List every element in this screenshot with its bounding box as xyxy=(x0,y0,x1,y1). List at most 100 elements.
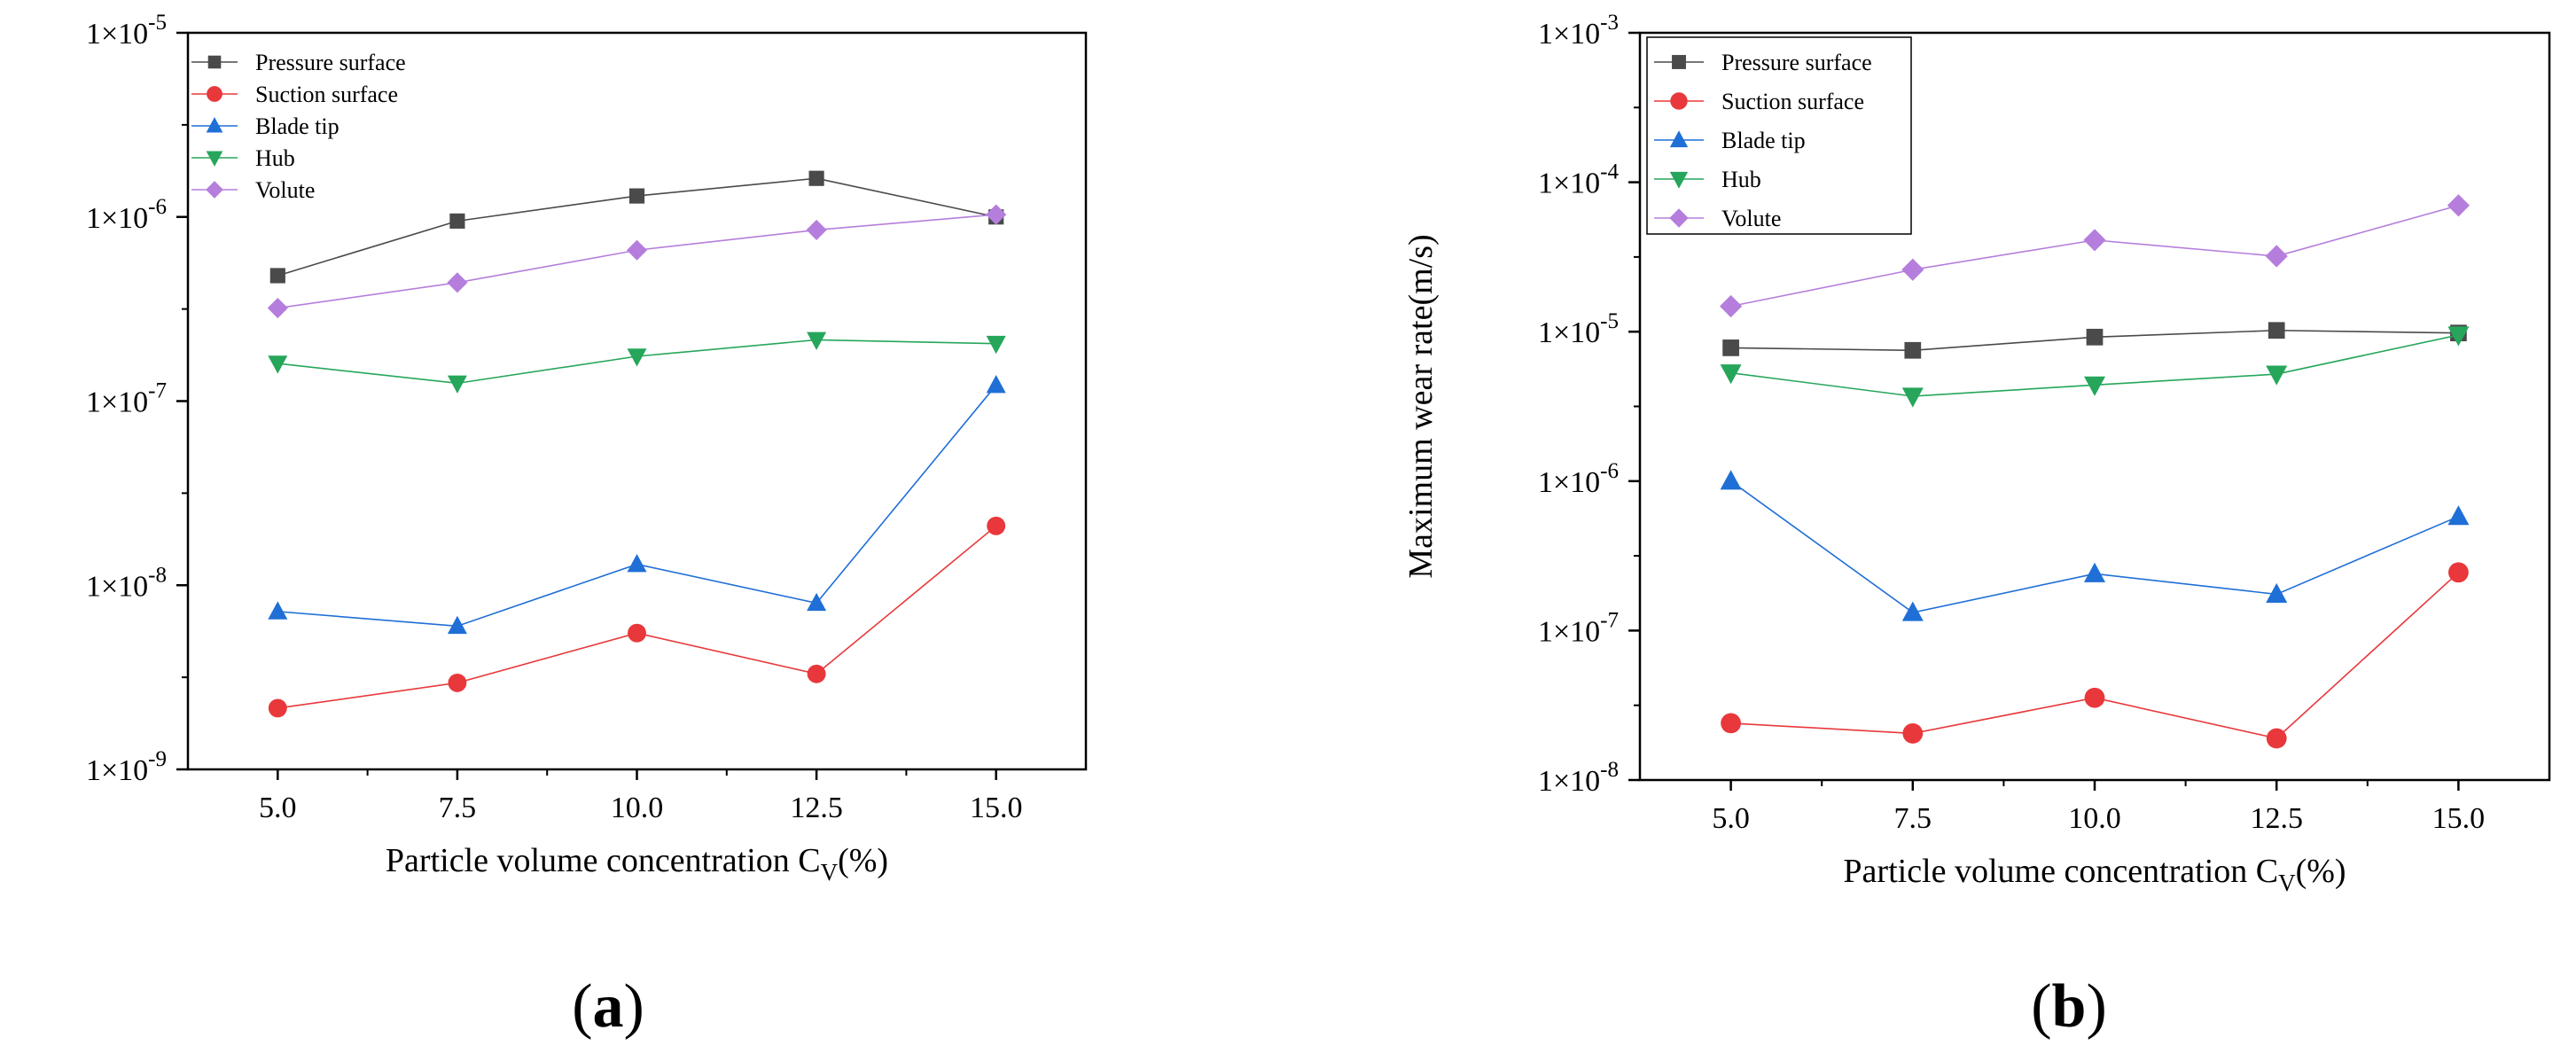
series-suction-surface xyxy=(1721,562,2469,749)
panel-label-open: ( xyxy=(2031,972,2051,1041)
legend: Pressure surface Suction surface Blade tip… xyxy=(191,50,406,203)
y-tick-label: 1×10-5 xyxy=(86,11,167,51)
data-point-suction-surface xyxy=(987,516,1006,535)
legend-box xyxy=(1646,36,1912,235)
panel-label-open: ( xyxy=(572,972,592,1041)
legend-item: Pressure surface xyxy=(1654,50,1872,75)
data-point-blade-tip xyxy=(1901,601,1924,621)
y-tick-mantissa: 1×10 xyxy=(1538,18,1600,51)
data-point-pressure-surface xyxy=(449,213,465,229)
data-point-suction-surface xyxy=(448,673,467,692)
y-tick-exponent: -5 xyxy=(148,11,167,35)
data-point-hub xyxy=(627,348,647,367)
x-tick-label: 5.0 xyxy=(1712,802,1750,835)
x-axis-title: Particle volume concentration CV(%) xyxy=(386,842,888,885)
legend-item: Suction surface xyxy=(1654,89,1864,114)
data-point-volute xyxy=(1720,294,1743,318)
y-tick-mantissa: 1×10 xyxy=(86,386,148,419)
y-tick-label: 1×10-6 xyxy=(1538,459,1619,499)
series-blade-tip xyxy=(1720,470,2470,621)
data-point-pressure-surface xyxy=(1904,341,1922,359)
legend-marker-pressure-surface xyxy=(207,55,222,69)
data-point-blade-tip xyxy=(2084,562,2105,582)
plot-frame xyxy=(186,31,1088,771)
data-point-hub xyxy=(986,335,1006,355)
legend-label: Suction surface xyxy=(255,82,398,107)
data-point-hub xyxy=(807,332,827,350)
data-point-pressure-surface xyxy=(628,188,645,204)
y-tick-mantissa: 1×10 xyxy=(86,202,148,235)
legend: Pressure surface Suction surface Blade tip… xyxy=(1646,36,1912,235)
data-point-hub xyxy=(447,375,467,394)
y-tick-label: 1×10-7 xyxy=(1538,608,1619,648)
legend-item: Suction surface xyxy=(191,82,398,107)
legend-item: Volute xyxy=(1654,206,1781,231)
y-tick-label: 1×10-8 xyxy=(1538,758,1619,798)
series-line-suction-surface xyxy=(1730,572,2459,739)
x-tick-label: 12.5 xyxy=(2250,802,2303,835)
data-point-pressure-surface xyxy=(2086,328,2104,346)
legend-label: Pressure surface xyxy=(255,50,406,75)
data-point-pressure-surface xyxy=(808,170,824,186)
y-tick-mantissa: 1×10 xyxy=(86,18,148,51)
series-line-blade-tip xyxy=(1730,480,2459,613)
x-axis-title-tail: (%) xyxy=(2296,853,2346,890)
y-tick-label: 1×10-3 xyxy=(1538,11,1619,51)
x-tick-label: 15.0 xyxy=(2432,802,2486,835)
legend-label: Hub xyxy=(1721,167,1761,192)
legend-marker-blade-tip xyxy=(206,117,223,133)
data-point-pressure-surface xyxy=(1722,339,1739,356)
data-point-suction-surface xyxy=(1721,713,1741,734)
data-point-blade-tip xyxy=(807,592,827,612)
data-point-volute xyxy=(626,239,648,261)
legend-label: Suction surface xyxy=(1721,89,1864,114)
legend-label: Blade tip xyxy=(255,113,340,139)
legend-marker-suction-surface xyxy=(207,86,222,102)
data-point-hub xyxy=(268,355,288,374)
y-tick-exponent: -8 xyxy=(148,563,167,587)
data-point-hub xyxy=(2447,326,2470,347)
data-point-suction-surface xyxy=(2266,728,2287,749)
panel-label: (b) xyxy=(2031,972,2107,1041)
data-point-blade-tip xyxy=(986,375,1006,394)
panel-label-letter: b xyxy=(2052,972,2087,1041)
x-axis-title-main: Particle volume concentration C xyxy=(386,842,821,879)
data-point-volute xyxy=(1901,258,1924,281)
y-tick-exponent: -9 xyxy=(148,747,167,771)
series-pressure-surface xyxy=(269,170,1004,284)
data-point-volute xyxy=(806,219,827,240)
y-tick-label: 1×10-5 xyxy=(1538,309,1619,349)
y-tick-mantissa: 1×10 xyxy=(1538,316,1600,349)
data-point-suction-surface xyxy=(2084,687,2105,708)
y-tick-mantissa: 1×10 xyxy=(1538,765,1600,798)
y-tick-mantissa: 1×10 xyxy=(1538,615,1600,648)
x-axis-title-tail: (%) xyxy=(838,842,888,879)
series-suction-surface xyxy=(268,516,1006,718)
legend-label: Pressure surface xyxy=(1721,50,1872,75)
x-tick-label: 10.0 xyxy=(611,792,664,824)
y-tick-label: 1×10-4 xyxy=(1538,160,1620,200)
y-tick-label: 1×10-7 xyxy=(86,379,167,419)
panel-label-letter: a xyxy=(593,972,624,1041)
data-point-hub xyxy=(1901,387,1924,408)
x-tick-label: 5.0 xyxy=(259,792,297,824)
chart-panel-b: 5.0 7.5 10.0 12.5 15.01×10-81×10-71×10-61×10… xyxy=(1402,11,2551,1041)
data-point-suction-surface xyxy=(628,623,646,643)
data-point-hub xyxy=(1720,364,1742,385)
data-point-suction-surface xyxy=(2448,562,2469,583)
x-axis-title-main: Particle volume concentration C xyxy=(1843,853,2278,890)
y-axis-title: Maximum wear rate(m/s) xyxy=(1402,234,1440,578)
series-volute xyxy=(267,204,1007,319)
x-axis-title-subscript: V xyxy=(821,859,839,885)
legend-label: Volute xyxy=(255,177,315,203)
data-point-pressure-surface xyxy=(269,268,285,284)
data-point-blade-tip xyxy=(2266,582,2288,604)
y-tick-mantissa: 1×10 xyxy=(86,754,148,787)
data-point-blade-tip xyxy=(447,615,467,635)
x-tick-label: 7.5 xyxy=(439,792,477,824)
data-point-suction-surface xyxy=(268,698,287,718)
data-point-suction-surface xyxy=(807,664,826,683)
data-point-blade-tip xyxy=(2447,505,2470,526)
data-point-blade-tip xyxy=(627,554,647,573)
y-tick-mantissa: 1×10 xyxy=(1538,168,1600,200)
